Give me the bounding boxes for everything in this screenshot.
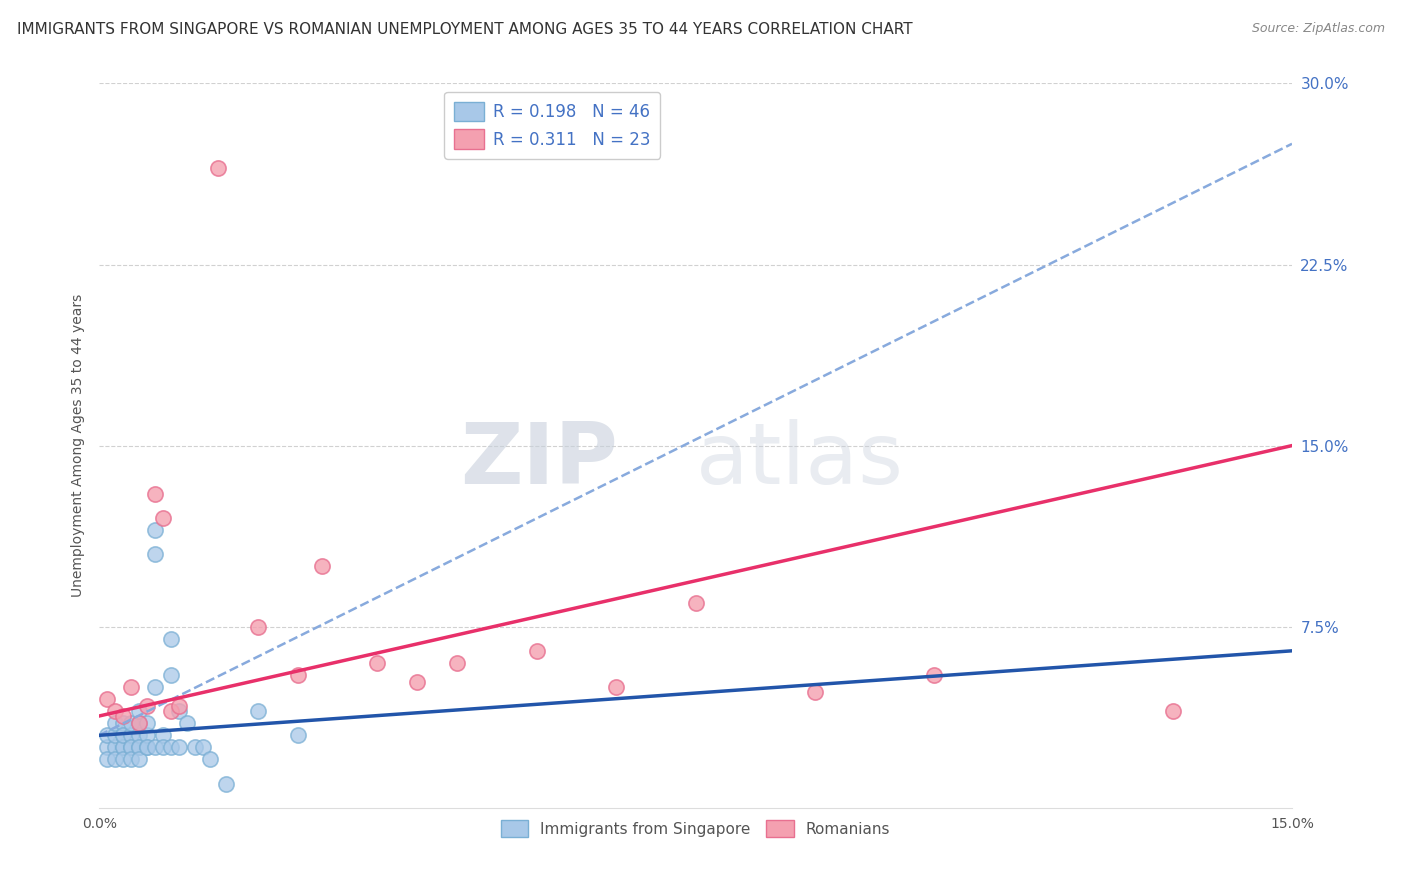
Point [120,728,142,742]
Point [311,559,333,574]
Point [104,704,127,718]
Point [120,716,142,731]
Point [128,728,150,742]
Point [605,680,627,694]
Point [120,752,142,766]
Point [526,644,548,658]
Point [135,740,157,755]
Point [96,728,118,742]
Point [152,511,174,525]
Point [120,740,142,755]
Point [287,728,309,742]
Point [143,740,166,755]
Point [120,680,142,694]
Point [128,704,150,718]
Point [159,740,181,755]
Point [96,752,118,766]
Point [167,704,190,718]
Point [104,740,127,755]
Point [111,709,134,723]
Point [215,776,238,790]
Point [104,716,127,731]
Point [159,632,181,646]
Point [200,752,222,766]
Point [167,740,190,755]
Point [143,680,166,694]
Point [111,752,134,766]
Point [159,668,181,682]
Point [159,704,181,718]
Point [143,523,166,537]
Point [287,668,309,682]
Y-axis label: Unemployment Among Ages 35 to 44 years: Unemployment Among Ages 35 to 44 years [72,294,86,598]
Point [128,740,150,755]
Point [96,740,118,755]
Point [135,699,157,714]
Point [191,740,214,755]
Point [152,740,174,755]
Point [366,656,388,670]
Point [143,487,166,501]
Point [183,740,205,755]
Point [152,728,174,742]
Point [135,740,157,755]
Point [120,740,142,755]
Point [104,728,127,742]
Point [111,716,134,731]
Point [135,728,157,742]
Point [446,656,468,670]
Text: IMMIGRANTS FROM SINGAPORE VS ROMANIAN UNEMPLOYMENT AMONG AGES 35 TO 44 YEARS COR: IMMIGRANTS FROM SINGAPORE VS ROMANIAN UN… [17,22,912,37]
Point [406,675,429,690]
Point [104,752,127,766]
Point [128,716,150,731]
Point [1161,704,1184,718]
Point [128,716,150,731]
Legend: Immigrants from Singapore, Romanians: Immigrants from Singapore, Romanians [495,814,897,844]
Point [128,752,150,766]
Point [685,595,707,609]
Point [247,620,270,634]
Point [176,716,198,731]
Text: ZIP: ZIP [460,418,619,501]
Point [143,547,166,561]
Text: atlas: atlas [696,418,904,501]
Text: Source: ZipAtlas.com: Source: ZipAtlas.com [1251,22,1385,36]
Point [111,728,134,742]
Point [111,728,134,742]
Point [135,716,157,731]
Point [111,740,134,755]
Point [207,161,229,175]
Point [96,692,118,706]
Point [922,668,945,682]
Point [128,740,150,755]
Point [111,740,134,755]
Point [167,699,190,714]
Point [804,685,827,699]
Point [247,704,270,718]
